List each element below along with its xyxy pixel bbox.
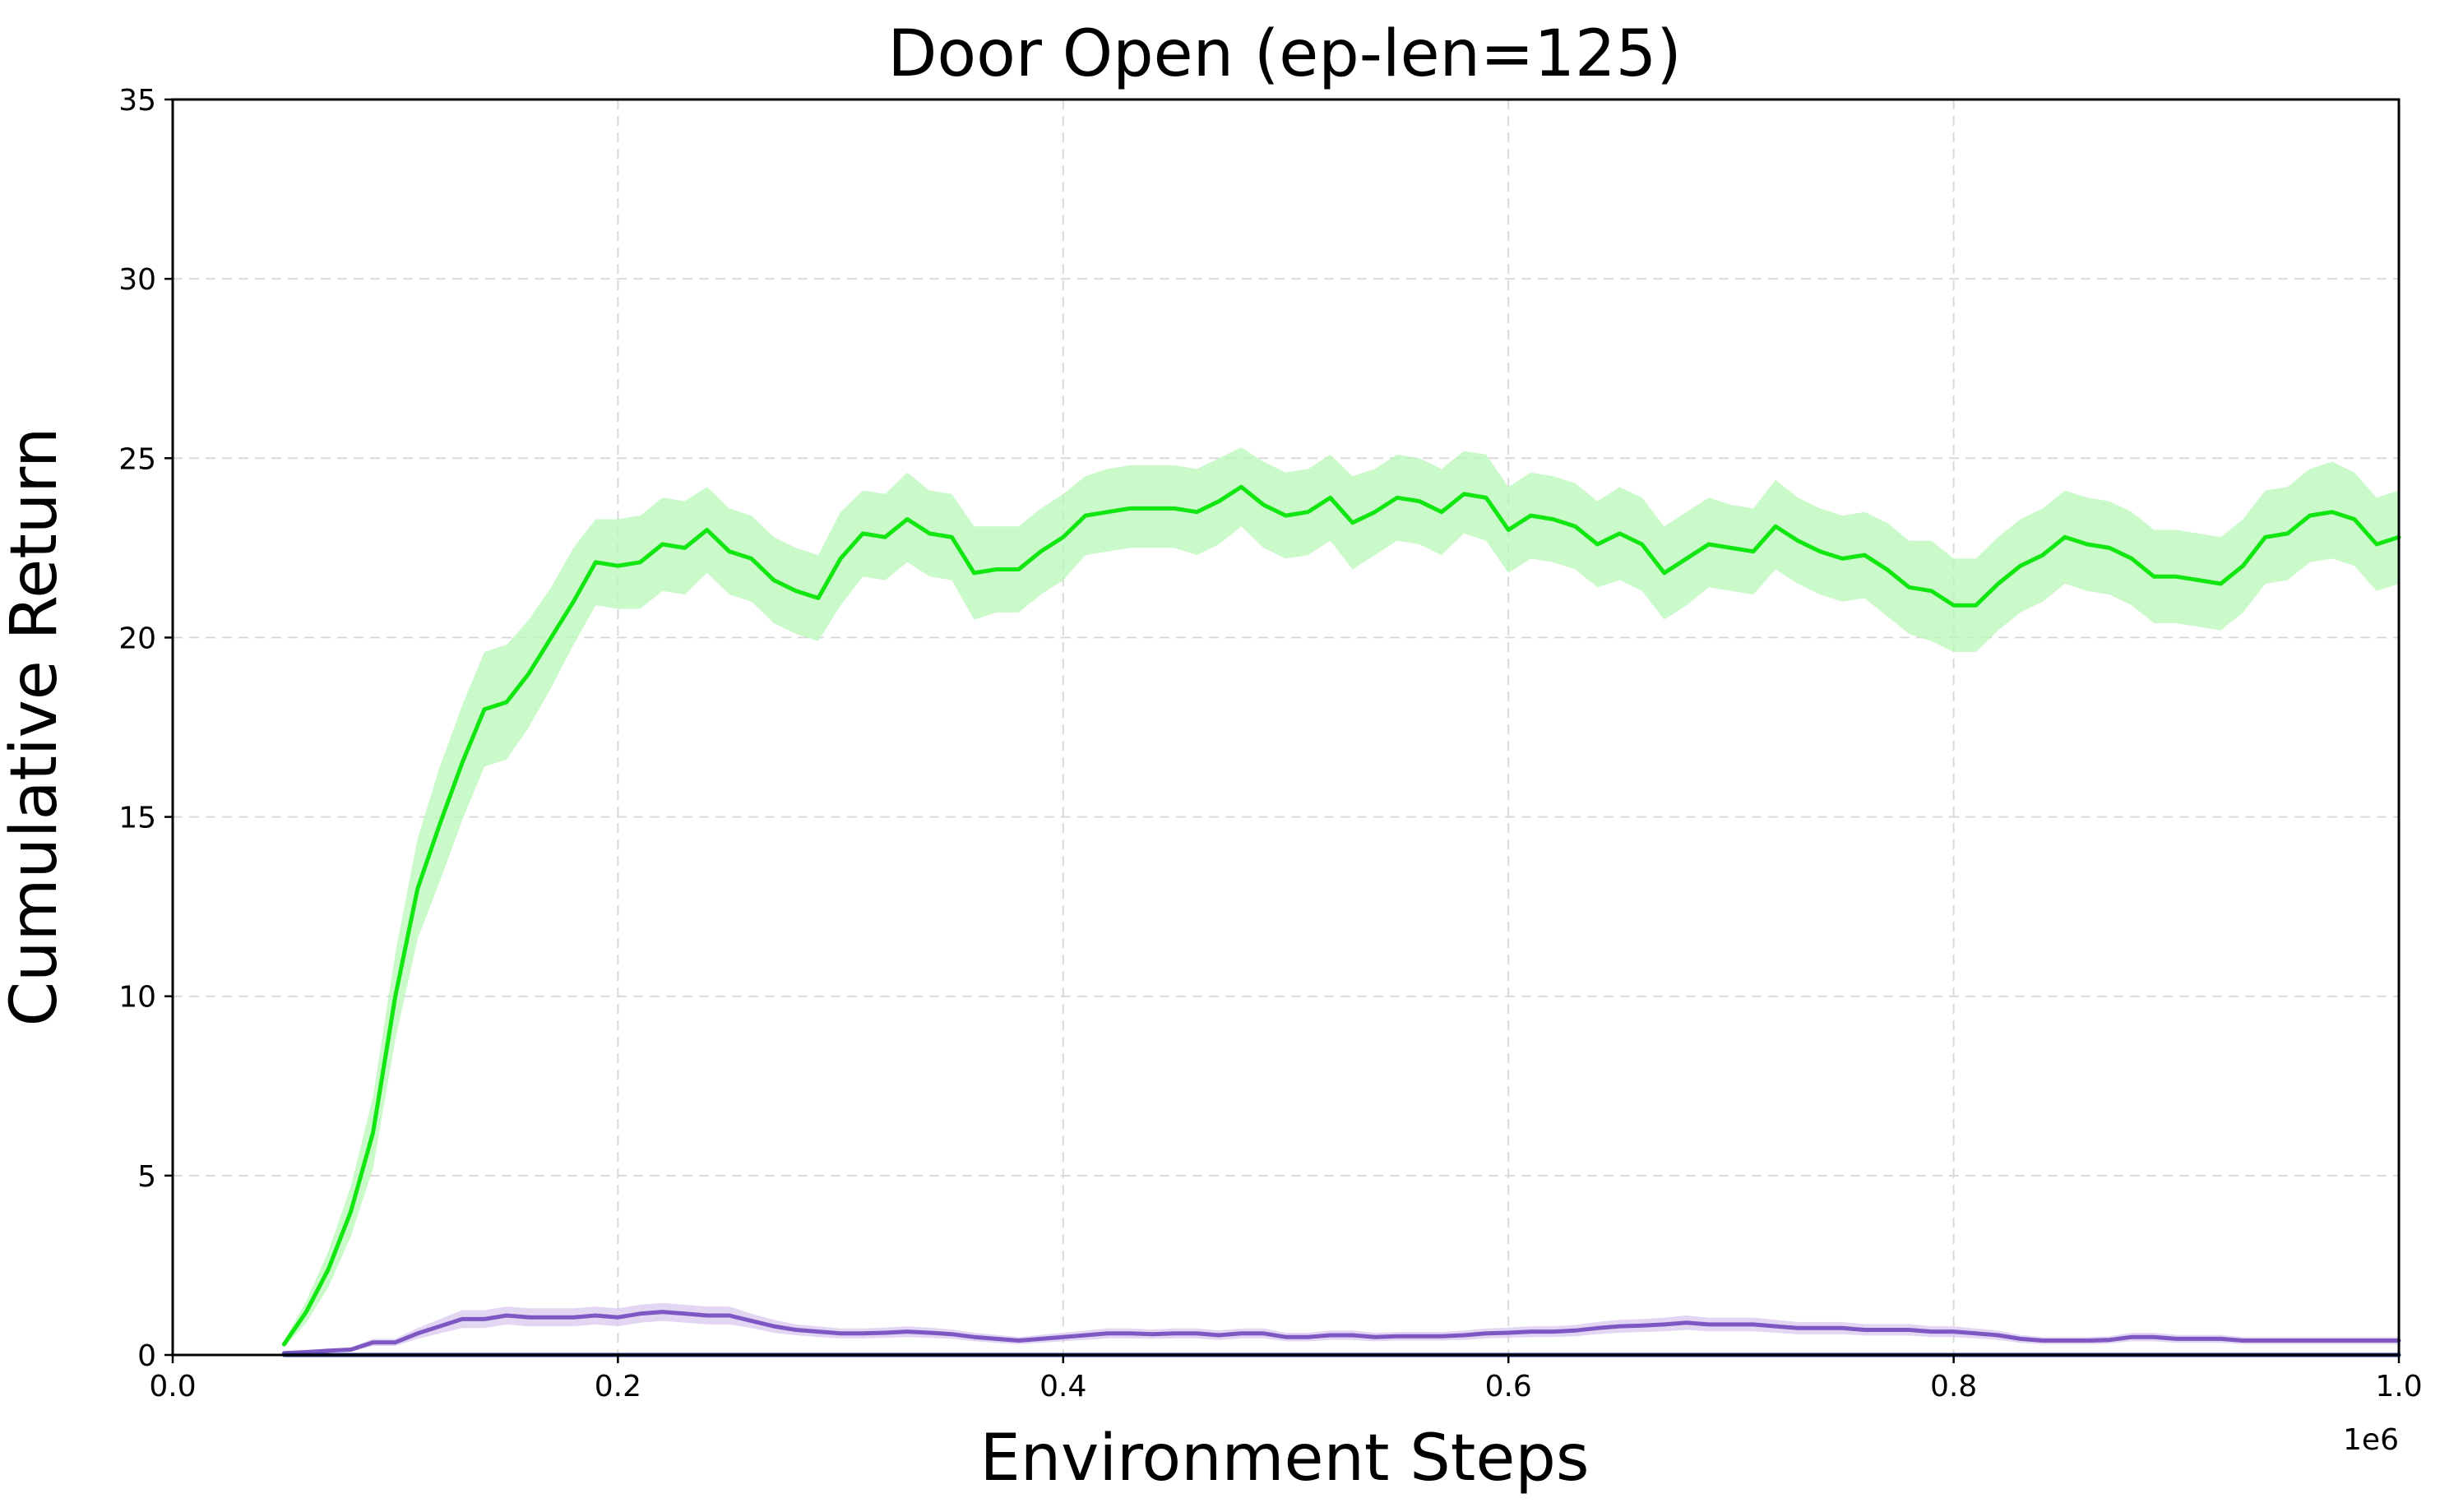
series-0-line [281, 484, 2401, 1347]
x-tick-label: 0.2 [595, 1370, 641, 1403]
y-axis-label: Cumulative Return [0, 428, 72, 1027]
series-lines [281, 484, 2401, 1357]
y-tick-label: 30 [118, 263, 156, 297]
y-tick-label: 15 [118, 802, 156, 835]
x-axis-offset-label: 1e6 [2343, 1423, 2399, 1457]
y-tick-label: 0 [137, 1339, 156, 1373]
x-axis-label: Environment Steps [979, 1422, 1589, 1496]
x-tick-label: 0.4 [1039, 1370, 1086, 1403]
plot-frame [171, 98, 2401, 1357]
x-tick-label: 0.8 [1930, 1370, 1977, 1403]
x-tick-label: 0.6 [1485, 1370, 1532, 1403]
series-1-line [281, 1310, 2401, 1356]
series-bands [284, 447, 2400, 1355]
y-tick-label: 10 [118, 981, 156, 1015]
y-tick-label: 20 [118, 622, 156, 655]
chart-title: Door Open (ep-len=125) [887, 17, 1681, 91]
y-tick-label: 35 [118, 84, 156, 118]
series-0-confidence-band [284, 447, 2400, 1348]
x-tick-label: 1.0 [2375, 1370, 2422, 1403]
y-axis-ticks: 0 5 10 15 20 25 30 35 [118, 84, 173, 1373]
series-1-confidence-band [284, 1302, 2400, 1355]
x-tick-label: 0.0 [149, 1370, 196, 1403]
y-tick-label: 5 [137, 1160, 156, 1194]
y-tick-label: 25 [118, 442, 156, 476]
x-axis-ticks: 0.0 0.2 0.4 0.6 0.8 1.0 [149, 1355, 2423, 1403]
